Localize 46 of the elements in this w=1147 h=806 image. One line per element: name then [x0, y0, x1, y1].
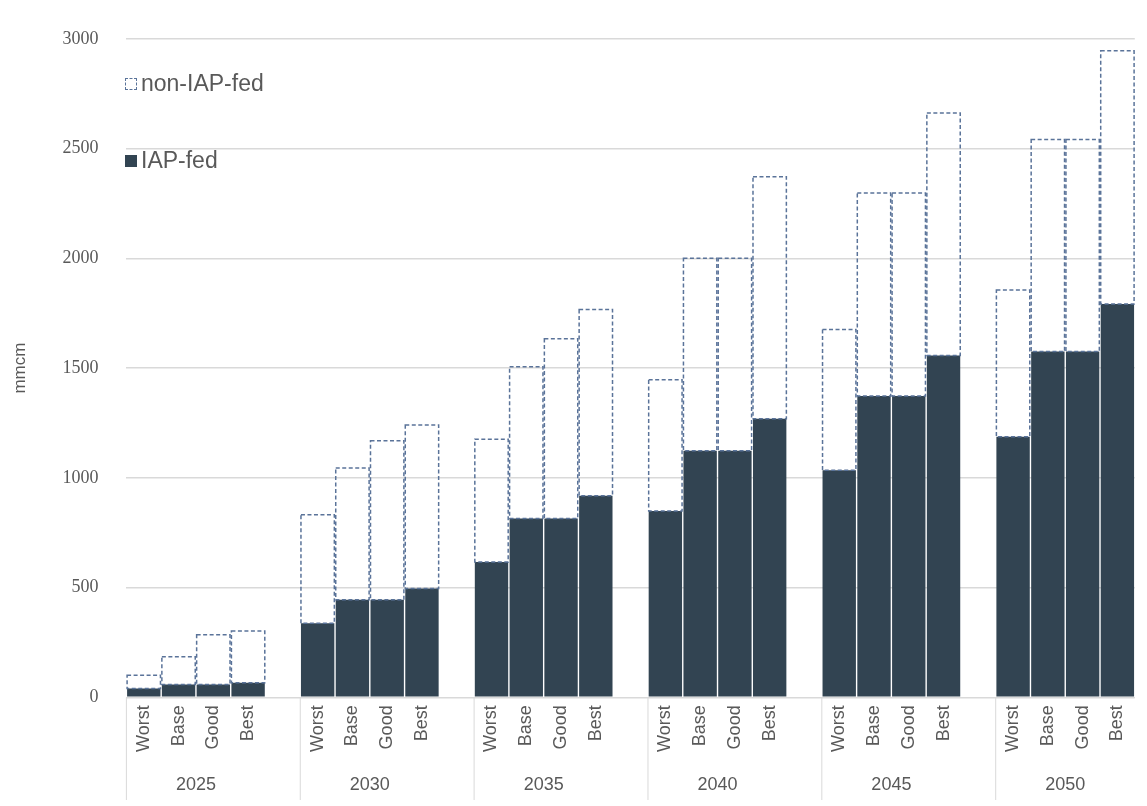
text: 2025	[175, 774, 216, 794]
y-tick-label: 1500	[62, 356, 99, 377]
x-tick-label: Best	[237, 705, 258, 742]
y-tick-label: 500	[71, 576, 99, 597]
x-tick-label: Worst	[1002, 705, 1023, 752]
bar	[127, 688, 161, 697]
x-tick-label: Good	[723, 705, 744, 750]
bar	[161, 684, 196, 697]
x-tick-label: Best	[758, 705, 779, 742]
x-tick-label: Best	[410, 705, 431, 742]
text: 2030	[349, 774, 390, 794]
y-tick-label: 0	[89, 686, 99, 707]
bar	[926, 355, 961, 697]
y-tick-label: 2000	[62, 247, 99, 268]
x-tick-label: Base	[689, 705, 710, 747]
x-tick-label: Base	[862, 705, 883, 747]
y-tick-label: 3000	[62, 27, 99, 48]
x-tick-label: Base	[167, 705, 188, 747]
y-tick-label: 1000	[62, 466, 99, 487]
x-tick-label: Base	[1036, 705, 1057, 747]
x-tick-label: Best	[932, 705, 953, 742]
legend-label: non-IAP-fed	[141, 70, 264, 97]
x-tick-label: Good	[1071, 705, 1092, 750]
x-tick-label: Good	[897, 705, 918, 750]
x-tick-label: Best	[584, 705, 605, 742]
x-tick-label: Good	[376, 705, 397, 750]
x-tick-label: Base	[515, 705, 536, 747]
y-tick-label: 2500	[62, 137, 99, 158]
text: 2050	[1045, 774, 1086, 794]
x-tick-label: Worst	[654, 705, 675, 752]
bar	[1100, 303, 1135, 697]
legend-label: IAP-fed	[141, 147, 218, 174]
x-tick-label: Good	[550, 705, 571, 750]
bar	[300, 623, 335, 697]
x-tick-label: Base	[341, 705, 362, 747]
text: 2040	[697, 774, 738, 794]
x-tick-label: Worst	[480, 705, 501, 752]
x-tick-label: Worst	[132, 705, 153, 752]
x-tick-label: Best	[1106, 705, 1127, 742]
text: 2045	[871, 774, 912, 794]
x-tick-label: Worst	[306, 705, 327, 752]
y-axis-title: mmcm	[9, 342, 29, 394]
x-tick-label: Good	[202, 705, 223, 750]
text: 2035	[523, 774, 564, 794]
bar	[474, 561, 509, 697]
x-tick-label: Worst	[828, 705, 849, 752]
